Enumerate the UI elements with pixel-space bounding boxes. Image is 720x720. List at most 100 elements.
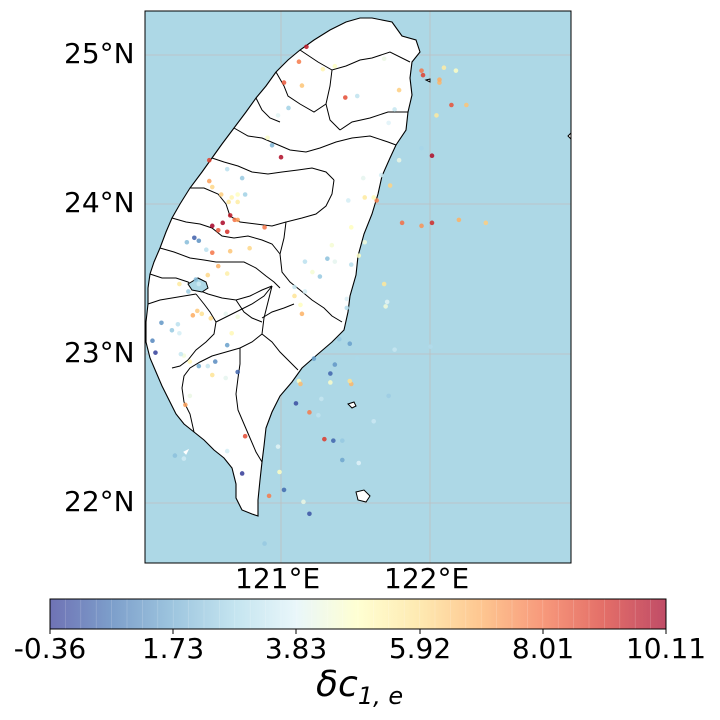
data-point-9 bbox=[286, 105, 291, 111]
data-point-94 bbox=[298, 381, 303, 387]
penghu-islet bbox=[183, 448, 190, 455]
data-point-121 bbox=[381, 281, 387, 287]
colorbar-tick-5: 8.01 bbox=[511, 632, 575, 665]
data-point-52 bbox=[186, 289, 191, 294]
data-point-38 bbox=[224, 229, 230, 235]
data-point-154 bbox=[340, 457, 345, 463]
data-point-71 bbox=[212, 359, 218, 364]
data-point-140 bbox=[453, 68, 459, 73]
colorbar-label-symbol: δc bbox=[316, 664, 358, 705]
data-point-152 bbox=[347, 378, 353, 384]
data-point-116 bbox=[181, 456, 187, 461]
data-point-19 bbox=[209, 184, 215, 190]
data-point-23 bbox=[235, 192, 240, 197]
data-point-40 bbox=[196, 238, 202, 244]
map-frame bbox=[144, 10, 572, 564]
data-point-14 bbox=[239, 175, 245, 181]
data-point-135 bbox=[386, 120, 391, 126]
data-point-33 bbox=[227, 213, 233, 218]
data-point-84 bbox=[310, 269, 315, 275]
data-point-42 bbox=[184, 239, 190, 245]
data-point-49 bbox=[193, 277, 199, 282]
data-point-16 bbox=[206, 157, 212, 163]
data-point-37 bbox=[235, 217, 240, 223]
data-point-132 bbox=[429, 153, 435, 159]
data-point-137 bbox=[449, 102, 454, 108]
colorbar-segments bbox=[65, 599, 651, 629]
lat-tick-22n: 22°N bbox=[64, 485, 135, 518]
guishan-island bbox=[424, 78, 431, 83]
data-point-1 bbox=[304, 44, 309, 50]
data-point-104 bbox=[242, 433, 248, 439]
data-point-46 bbox=[215, 263, 221, 269]
data-point-70 bbox=[205, 363, 211, 369]
colorbar-frame bbox=[49, 598, 667, 630]
data-point-89 bbox=[347, 341, 353, 346]
data-point-27 bbox=[329, 242, 335, 248]
data-point-72 bbox=[224, 342, 230, 348]
data-point-77 bbox=[298, 302, 303, 308]
east-edge-islet bbox=[567, 132, 571, 140]
colorbar-gradient bbox=[50, 599, 666, 629]
data-point-134 bbox=[434, 113, 439, 118]
data-point-150 bbox=[386, 393, 391, 399]
data-point-13 bbox=[278, 154, 284, 160]
data-point-30 bbox=[429, 220, 435, 226]
data-point-21 bbox=[226, 199, 232, 205]
data-point-35 bbox=[209, 223, 215, 229]
data-point-15 bbox=[242, 192, 248, 197]
data-point-65 bbox=[150, 338, 155, 344]
data-point-58 bbox=[235, 314, 240, 320]
data-point-56 bbox=[208, 316, 214, 321]
data-point-44 bbox=[209, 250, 215, 255]
data-point-26 bbox=[348, 225, 354, 230]
data-point-57 bbox=[223, 311, 229, 317]
data-point-86 bbox=[344, 296, 350, 302]
data-point-147 bbox=[262, 225, 267, 230]
data-point-55 bbox=[199, 311, 205, 317]
data-point-148 bbox=[247, 245, 252, 251]
data-point-76 bbox=[299, 311, 305, 317]
data-point-85 bbox=[292, 284, 297, 290]
data-point-29 bbox=[419, 223, 424, 229]
colorbar-label: δc1, e bbox=[316, 664, 403, 710]
data-point-2 bbox=[296, 59, 302, 65]
data-point-17 bbox=[224, 166, 230, 172]
data-point-82 bbox=[325, 256, 330, 261]
data-point-126 bbox=[371, 195, 376, 200]
data-point-142 bbox=[420, 72, 426, 78]
lon-tick-122e: 122°E bbox=[384, 562, 470, 595]
data-point-59 bbox=[229, 330, 234, 336]
data-point-91 bbox=[332, 362, 338, 367]
data-point-112 bbox=[224, 448, 230, 454]
data-point-114 bbox=[187, 393, 193, 399]
data-point-129 bbox=[378, 172, 384, 178]
data-point-5 bbox=[320, 66, 326, 72]
data-point-74 bbox=[223, 375, 229, 381]
data-point-149 bbox=[371, 418, 376, 424]
data-point-115 bbox=[172, 453, 178, 458]
data-point-78 bbox=[292, 293, 297, 299]
data-point-6 bbox=[332, 63, 338, 69]
data-point-99 bbox=[322, 436, 327, 442]
data-point-87 bbox=[344, 305, 350, 311]
green-island bbox=[347, 401, 357, 409]
data-point-101 bbox=[316, 413, 321, 418]
data-point-103 bbox=[275, 444, 281, 449]
data-point-39 bbox=[215, 228, 221, 233]
data-point-62 bbox=[169, 327, 175, 333]
data-point-124 bbox=[348, 262, 354, 267]
data-point-97 bbox=[293, 401, 299, 406]
data-point-50 bbox=[196, 281, 202, 287]
data-point-136 bbox=[464, 102, 469, 108]
data-point-108 bbox=[307, 511, 312, 517]
data-point-120 bbox=[383, 304, 388, 309]
colorbar-tick-marks bbox=[49, 629, 667, 634]
data-point-125 bbox=[374, 198, 379, 203]
colorbar-tick-3: 3.83 bbox=[264, 632, 328, 665]
colorbar-tick-4: 5.92 bbox=[388, 632, 452, 665]
colorbar-tick-6: 10.11 bbox=[625, 632, 707, 665]
data-point-25 bbox=[345, 198, 351, 203]
data-point-43 bbox=[203, 247, 209, 253]
data-point-145 bbox=[392, 107, 397, 112]
